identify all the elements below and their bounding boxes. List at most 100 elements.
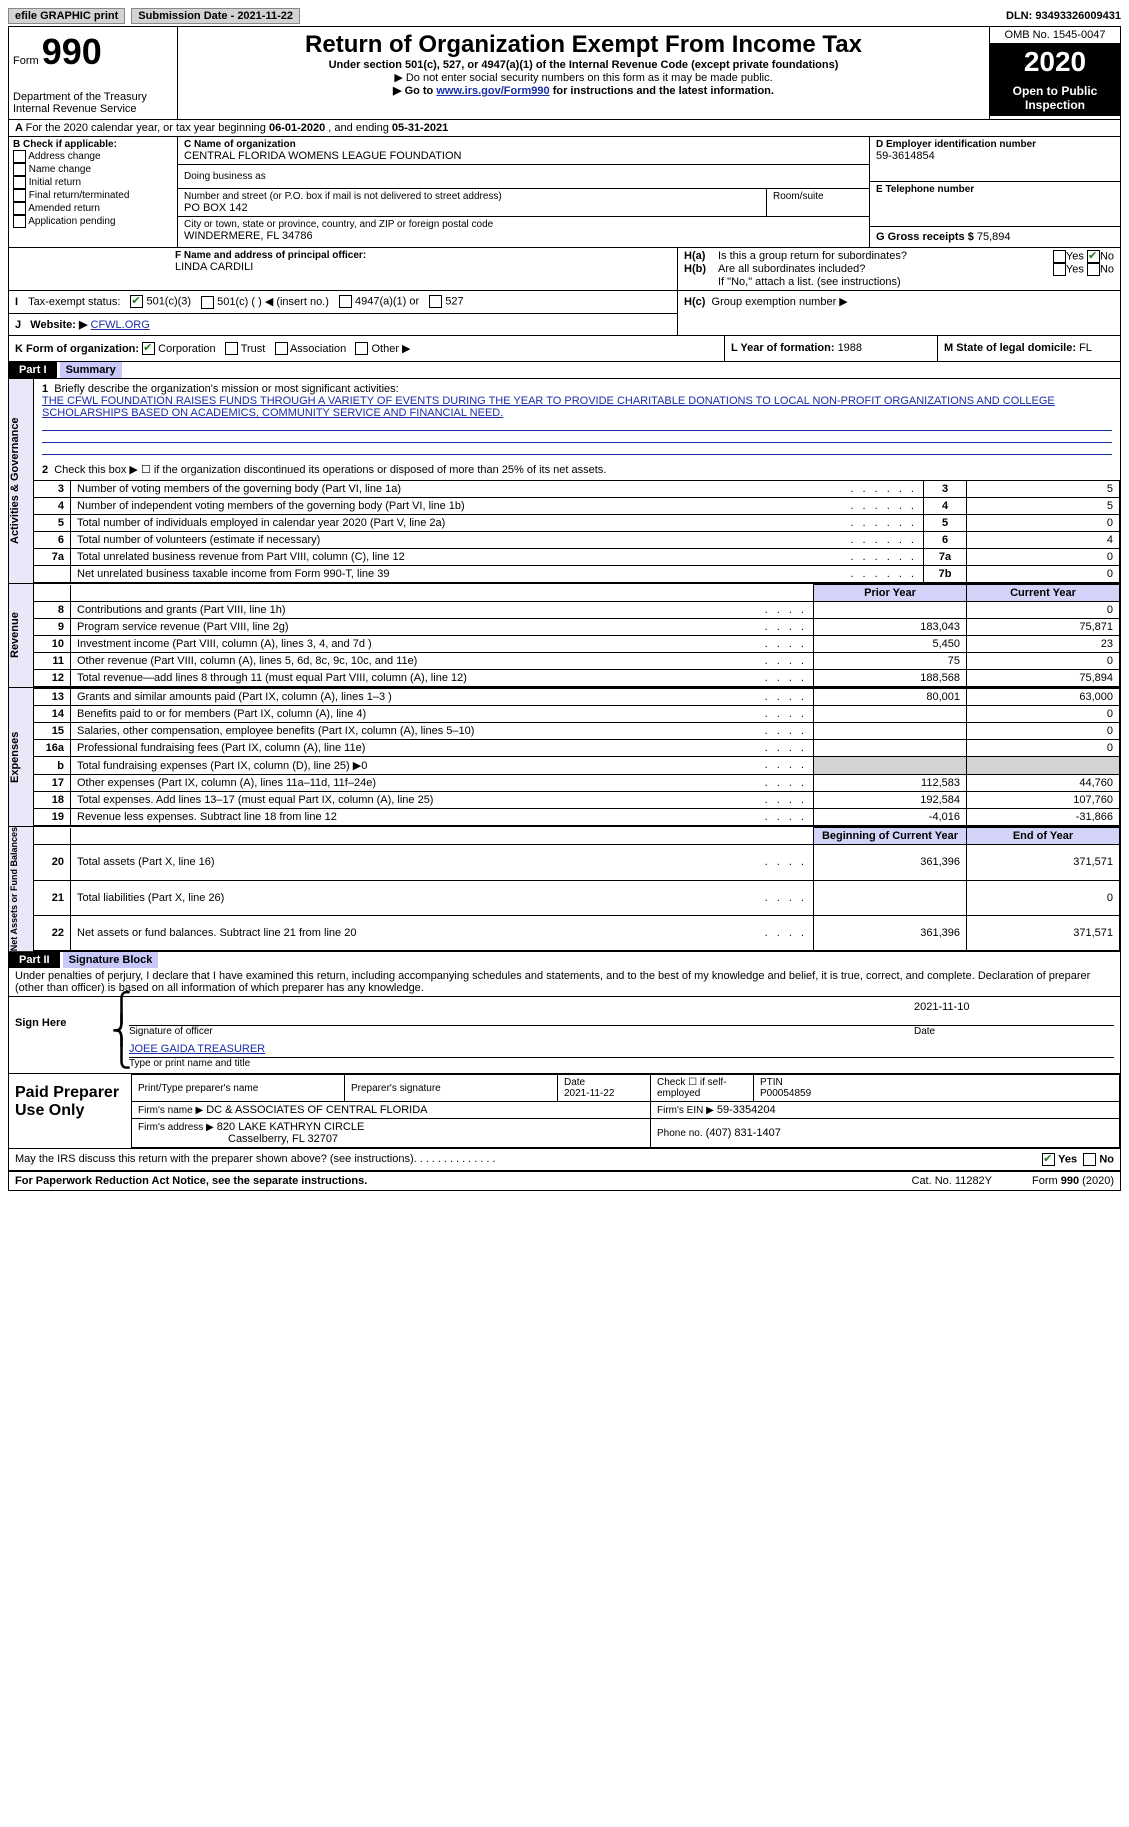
page-footer: For Paperwork Reduction Act Notice, see … bbox=[9, 1172, 1120, 1190]
irs-link[interactable]: www.irs.gov/Form990 bbox=[436, 85, 549, 97]
fh-row: F Name and address of principal officer:… bbox=[9, 248, 1120, 291]
table-row: 22 Net assets or fund balances. Subtract… bbox=[34, 915, 1120, 950]
mission-text: THE CFWL FOUNDATION RAISES FUNDS THROUGH… bbox=[42, 395, 1055, 419]
form-id-block: Form 990 Department of the Treasury Inte… bbox=[9, 27, 178, 119]
line-a: A For the 2020 calendar year, or tax yea… bbox=[9, 120, 1120, 137]
netassets-table: Beginning of Current Year End of Year 20… bbox=[34, 827, 1120, 951]
cb-corp[interactable]: Corporation bbox=[142, 343, 216, 355]
table-row: 10 Investment income (Part VIII, column … bbox=[34, 636, 1120, 653]
ein: 59-3614854 bbox=[876, 150, 1114, 162]
cb-initial[interactable]: Initial return bbox=[13, 176, 173, 189]
cb-4947[interactable]: 4947(a)(1) or bbox=[339, 295, 419, 308]
table-row: 3 Number of voting members of the govern… bbox=[34, 481, 1120, 498]
form-title: Return of Organization Exempt From Incom… bbox=[182, 31, 985, 59]
efile-button[interactable]: efile GRAPHIC print bbox=[8, 8, 125, 24]
submission-button[interactable]: Submission Date - 2021-11-22 bbox=[131, 8, 300, 24]
part1-header: Part I Summary bbox=[9, 362, 1120, 379]
table-row: b Total fundraising expenses (Part IX, c… bbox=[34, 757, 1120, 775]
form-footer-label: Form 990 (2020) bbox=[1032, 1175, 1114, 1187]
gross-receipts: 75,894 bbox=[977, 231, 1011, 243]
form-header-row: Form 990 Department of the Treasury Inte… bbox=[9, 27, 1120, 120]
sign-date: 2021-11-10 bbox=[914, 1001, 1114, 1026]
table-row: 14 Benefits paid to or for members (Part… bbox=[34, 706, 1120, 723]
form-title-block: Return of Organization Exempt From Incom… bbox=[178, 27, 989, 119]
ha-yes[interactable]: Yes bbox=[1053, 250, 1084, 263]
ij-row: I Tax-exempt status: 501(c)(3) 501(c) ( … bbox=[9, 291, 1120, 336]
form-note1: ▶ Do not enter social security numbers o… bbox=[182, 71, 985, 84]
cb-name[interactable]: Name change bbox=[13, 163, 173, 176]
discuss-row: May the IRS discuss this return with the… bbox=[9, 1149, 1120, 1172]
discuss-no[interactable]: No bbox=[1083, 1153, 1114, 1166]
cb-other[interactable]: Other ▶ bbox=[355, 343, 410, 355]
cb-final[interactable]: Final return/terminated bbox=[13, 189, 173, 202]
gov-table: 3 Number of voting members of the govern… bbox=[34, 480, 1120, 583]
org-city: WINDERMERE, FL 34786 bbox=[184, 230, 863, 242]
discuss-yes[interactable]: Yes bbox=[1042, 1153, 1077, 1166]
q1-block: 1 Briefly describe the organization's mi… bbox=[34, 379, 1120, 459]
form-number: 990 bbox=[42, 31, 102, 72]
table-row: 21 Total liabilities (Part X, line 26). … bbox=[34, 880, 1120, 915]
cb-501c[interactable]: 501(c) ( ) ◀ (insert no.) bbox=[201, 295, 329, 309]
part2-header: Part II Signature Block bbox=[9, 951, 1120, 968]
table-row: 8 Contributions and grants (Part VIII, l… bbox=[34, 602, 1120, 619]
identity-row: B Check if applicable: Address change Na… bbox=[9, 137, 1120, 248]
table-row: 5 Total number of individuals employed i… bbox=[34, 515, 1120, 532]
q2-block: 2 Check this box ▶ ☐ if the organization… bbox=[34, 459, 1120, 480]
cb-501c3[interactable]: 501(c)(3) bbox=[130, 295, 191, 308]
top-toolbar: efile GRAPHIC print Submission Date - 20… bbox=[8, 8, 1121, 24]
table-row: 12 Total revenue—add lines 8 through 11 … bbox=[34, 670, 1120, 687]
org-address: PO BOX 142 bbox=[184, 202, 760, 214]
preparer-block: Paid Preparer Use Only Print/Type prepar… bbox=[9, 1074, 1120, 1149]
cb-assoc[interactable]: Association bbox=[275, 343, 347, 355]
form-subtitle: Under section 501(c), 527, or 4947(a)(1)… bbox=[182, 59, 985, 71]
table-row: 13 Grants and similar amounts paid (Part… bbox=[34, 689, 1120, 706]
box-b: B Check if applicable: Address change Na… bbox=[9, 137, 178, 247]
year-block: OMB No. 1545-0047 2020 Open to Public In… bbox=[989, 27, 1120, 119]
hb-yes[interactable]: Yes bbox=[1053, 263, 1084, 276]
officer-sign-name: JOEE GAIDA TREASURER bbox=[129, 1043, 265, 1055]
table-row: 11 Other revenue (Part VIII, column (A),… bbox=[34, 653, 1120, 670]
sign-here-block: Sign Here ⎧⎨⎩ Signature of officer 2021-… bbox=[9, 997, 1120, 1074]
table-row: 19 Revenue less expenses. Subtract line … bbox=[34, 809, 1120, 826]
dln-label: DLN: 93493326009431 bbox=[1006, 10, 1121, 22]
table-row: Net unrelated business taxable income fr… bbox=[34, 566, 1120, 583]
expenses-block: Expenses 13 Grants and similar amounts p… bbox=[9, 687, 1120, 826]
table-row: 15 Salaries, other compensation, employe… bbox=[34, 723, 1120, 740]
box-h: H(a) Is this a group return for subordin… bbox=[678, 248, 1120, 290]
cb-527[interactable]: 527 bbox=[429, 295, 463, 308]
omb-label: OMB No. 1545-0047 bbox=[990, 27, 1120, 44]
ha-no[interactable]: No bbox=[1087, 250, 1114, 263]
revenue-table: Prior Year Current Year 8 Contributions … bbox=[34, 584, 1120, 687]
tax-year: 2020 bbox=[990, 44, 1120, 80]
revenue-block: Revenue Prior Year Current Year 8 Contri… bbox=[9, 583, 1120, 687]
website-link[interactable]: CFWL.ORG bbox=[91, 319, 150, 331]
box-deg: D Employer identification number 59-3614… bbox=[869, 137, 1120, 247]
table-row: 7a Total unrelated business revenue from… bbox=[34, 549, 1120, 566]
table-row: 20 Total assets (Part X, line 16). . . .… bbox=[34, 845, 1120, 880]
table-row: 18 Total expenses. Add lines 13–17 (must… bbox=[34, 792, 1120, 809]
inspection-label: Open to Public Inspection bbox=[990, 80, 1120, 116]
table-row: 9 Program service revenue (Part VIII, li… bbox=[34, 619, 1120, 636]
cb-address[interactable]: Address change bbox=[13, 150, 173, 163]
form-note2: ▶ Go to www.irs.gov/Form990 for instruct… bbox=[182, 84, 985, 97]
declaration: Under penalties of perjury, I declare th… bbox=[9, 968, 1120, 997]
netassets-block: Net Assets or Fund Balances Beginning of… bbox=[9, 826, 1120, 951]
hb-no[interactable]: No bbox=[1087, 263, 1114, 276]
table-row: 4 Number of independent voting members o… bbox=[34, 498, 1120, 515]
box-c: C Name of organization CENTRAL FLORIDA W… bbox=[178, 137, 869, 247]
table-row: 6 Total number of volunteers (estimate i… bbox=[34, 532, 1120, 549]
cb-trust[interactable]: Trust bbox=[225, 343, 266, 355]
part1-body: Activities & Governance 1 Briefly descri… bbox=[9, 379, 1120, 583]
cb-pending[interactable]: Application pending bbox=[13, 215, 173, 228]
expenses-table: 13 Grants and similar amounts paid (Part… bbox=[34, 688, 1120, 826]
preparer-table: Print/Type preparer's name Preparer's si… bbox=[131, 1074, 1120, 1148]
cb-amended[interactable]: Amended return bbox=[13, 202, 173, 215]
table-row: 17 Other expenses (Part IX, column (A), … bbox=[34, 775, 1120, 792]
officer-name: LINDA CARDILI bbox=[175, 261, 671, 273]
dept-label: Department of the Treasury Internal Reve… bbox=[13, 91, 173, 115]
form-label: Form bbox=[13, 55, 39, 67]
klm-row: K Form of organization: Corporation Trus… bbox=[9, 336, 1120, 363]
table-row: 16a Professional fundraising fees (Part … bbox=[34, 740, 1120, 757]
form-container: Form 990 Department of the Treasury Inte… bbox=[8, 26, 1121, 1191]
org-name: CENTRAL FLORIDA WOMENS LEAGUE FOUNDATION bbox=[184, 150, 863, 162]
